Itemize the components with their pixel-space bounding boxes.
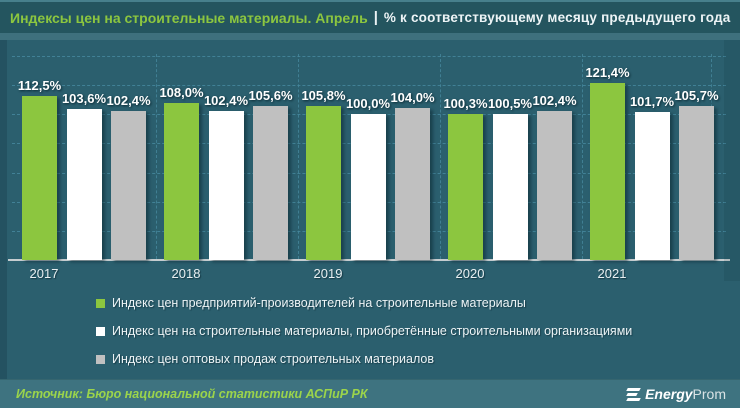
bar-2018-series2	[208, 110, 244, 260]
chart-legend: Индекс цен предприятий-производителей на…	[96, 289, 632, 373]
bar-value-label: 100,3%	[443, 95, 488, 111]
bar-value-label: 102,4%	[203, 92, 249, 108]
legend-label: Индекс цен предприятий-производителей на…	[112, 296, 526, 310]
group-separator	[298, 54, 299, 259]
energyprom-logo: Energy Prom	[626, 386, 726, 402]
logo-text-light: Prom	[692, 386, 726, 402]
bar-2017-series3	[111, 110, 146, 260]
group-separator	[582, 54, 583, 259]
bar-2020-series2	[492, 113, 528, 260]
x-axis-line	[8, 259, 730, 261]
energyprom-logo-icon	[626, 387, 641, 402]
gridline-120	[12, 85, 726, 87]
right-edge-shade	[724, 40, 740, 281]
bar-2021-series1	[590, 83, 625, 260]
legend-label: Индекс цен на строительные материалы, пр…	[112, 324, 633, 338]
x-axis-label-2019: 2019	[313, 266, 343, 281]
bar-2019-series2	[350, 114, 386, 260]
bar-value-label: 100,5%	[487, 95, 533, 111]
bar-2021-series2	[634, 111, 670, 260]
legend-marker	[96, 326, 105, 336]
bar-value-label: 100,0%	[345, 96, 391, 112]
bar-2020-series3	[537, 110, 572, 260]
title-divider	[0, 33, 740, 40]
group-separator	[440, 54, 441, 259]
bar-2019-series1	[306, 105, 341, 260]
x-axis-label-2021: 2021	[597, 266, 627, 281]
page-title: Индексы цен на строительные материалы. А…	[10, 9, 368, 26]
gridline-140	[12, 56, 726, 58]
title-separator: |	[373, 9, 378, 26]
bar-value-label: 102,4%	[532, 92, 577, 108]
bar-value-label: 108,0%	[159, 84, 204, 100]
legend-marker	[96, 354, 105, 364]
legend-item-1: Индекс цен предприятий-производителей на…	[96, 289, 632, 317]
legend-item-2: Индекс цен на строительные материалы, пр…	[96, 317, 632, 345]
x-axis-label-2020: 2020	[455, 266, 485, 281]
bar-2018-series3	[253, 106, 288, 260]
bar-value-label: 105,7%	[674, 87, 719, 103]
bar-value-label: 104,0%	[390, 90, 435, 106]
bar-2017-series2	[66, 109, 102, 260]
bar-value-label: 102,4%	[106, 92, 151, 108]
bar-value-label: 101,7%	[629, 93, 675, 109]
bar-value-label: 103,6%	[61, 91, 107, 107]
bar-2017-series1	[22, 96, 57, 260]
x-axis-label-2017: 2017	[29, 266, 59, 281]
bar-value-label: 105,8%	[301, 87, 346, 103]
group-separator	[156, 54, 157, 259]
page-subtitle: % к соответствующему месяцу предыдущего …	[383, 10, 731, 25]
bar-2020-series1	[448, 113, 483, 260]
bar-value-label: 112,5%	[17, 78, 62, 94]
bar-value-label: 121,4%	[585, 65, 630, 81]
bar-chart-plot-area: 112,5% 103,6% 102,4% 2017 108,0% 102,4% 105,6%…	[0, 40, 740, 290]
title-bar: Индексы цен на строительные материалы. А…	[0, 0, 740, 33]
source-note: Источник: Бюро национальной статистики А…	[16, 387, 368, 401]
legend-marker	[96, 298, 105, 308]
bar-2019-series3	[395, 108, 430, 260]
legend-item-3: Индекс цен оптовых продаж строительных м…	[96, 345, 632, 373]
bar-value-label: 105,6%	[248, 88, 293, 104]
logo-text-bold: Energy	[645, 386, 693, 402]
legend-label: Индекс цен оптовых продаж строительных м…	[112, 352, 435, 366]
x-axis-label-2018: 2018	[171, 266, 201, 281]
bar-2018-series1	[164, 102, 199, 260]
bar-2021-series3	[679, 105, 714, 260]
left-edge-shade	[0, 40, 7, 380]
footer-bar: Источник: Бюро национальной статистики А…	[0, 379, 740, 408]
